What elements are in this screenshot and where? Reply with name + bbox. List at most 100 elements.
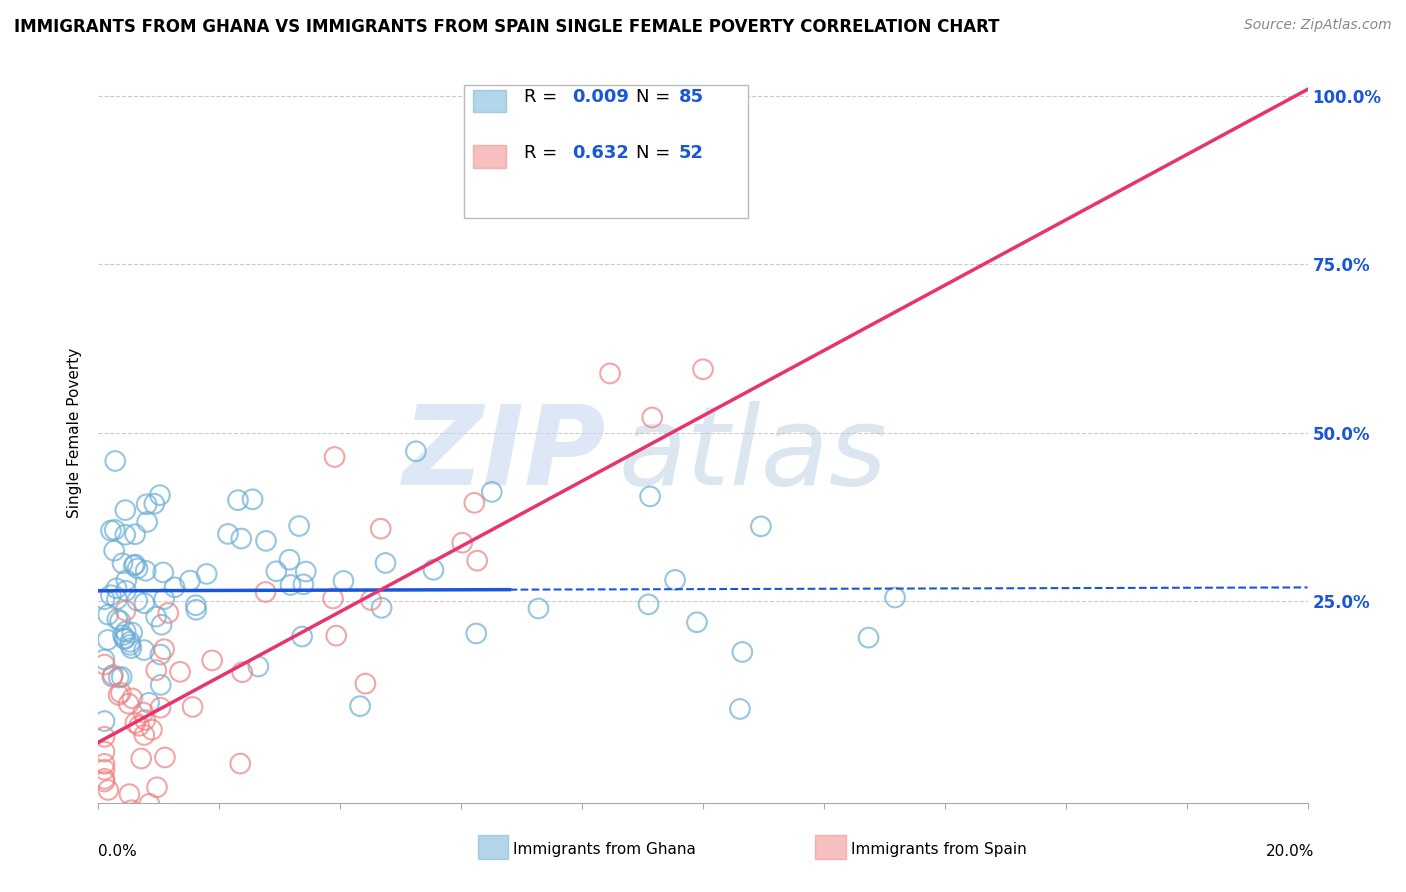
Point [187, 830, 209, 844]
Point [749, 519, 772, 533]
Point [692, 362, 714, 376]
Point [111, 816, 134, 830]
Text: Immigrants from Spain: Immigrants from Spain [851, 842, 1026, 857]
Point [107, 688, 129, 702]
Point [121, 803, 143, 817]
Point [370, 600, 392, 615]
Point [101, 670, 124, 684]
Point [136, 515, 159, 529]
Point [134, 596, 156, 610]
Text: 0.632: 0.632 [572, 144, 630, 161]
Point [527, 601, 550, 615]
Point [114, 527, 136, 541]
Point [122, 558, 145, 573]
Text: 0.0%: 0.0% [98, 845, 138, 859]
Point [451, 535, 474, 549]
Text: atlas: atlas [619, 401, 887, 508]
Point [111, 670, 134, 684]
Point [295, 565, 318, 579]
Point [169, 665, 191, 679]
Point [163, 580, 186, 594]
Point [463, 496, 485, 510]
Point [641, 410, 664, 425]
Point [254, 533, 277, 548]
Point [291, 630, 314, 644]
Point [129, 751, 152, 765]
Point [104, 523, 127, 537]
Point [247, 659, 270, 673]
Text: R =: R = [524, 144, 562, 161]
Text: Immigrants from Ghana: Immigrants from Ghana [513, 842, 696, 857]
Point [638, 489, 661, 503]
Point [135, 564, 157, 578]
Point [124, 715, 146, 730]
Point [370, 522, 392, 536]
Text: ZIP: ZIP [402, 401, 606, 508]
Point [105, 592, 128, 607]
Point [349, 699, 371, 714]
Point [112, 632, 135, 646]
Y-axis label: Single Female Poverty: Single Female Poverty [67, 348, 83, 517]
Point [332, 574, 354, 588]
Point [145, 609, 167, 624]
Point [118, 697, 141, 711]
Point [118, 814, 141, 828]
Point [264, 564, 287, 578]
Point [135, 497, 157, 511]
Point [292, 577, 315, 591]
Point [134, 728, 156, 742]
Point [153, 592, 176, 607]
Point [114, 503, 136, 517]
Point [93, 714, 115, 728]
Point [118, 787, 141, 801]
Point [481, 484, 503, 499]
Point [280, 578, 302, 592]
Point [108, 614, 131, 628]
Point [884, 591, 907, 605]
Point [110, 686, 132, 700]
FancyBboxPatch shape [474, 145, 506, 168]
Point [146, 780, 169, 795]
Point [97, 632, 120, 647]
Point [100, 588, 122, 602]
Point [114, 604, 136, 618]
Point [93, 772, 115, 786]
Point [114, 624, 136, 639]
Point [145, 663, 167, 677]
Point [124, 833, 146, 847]
Point [157, 606, 180, 620]
Point [179, 574, 201, 588]
Point [124, 558, 146, 572]
Text: N =: N = [637, 144, 676, 161]
Point [120, 635, 142, 649]
Point [124, 527, 146, 541]
Point [254, 585, 277, 599]
Point [186, 603, 208, 617]
Point [231, 532, 253, 546]
Point [322, 591, 344, 606]
Point [149, 700, 172, 714]
Point [97, 783, 120, 797]
Point [242, 492, 264, 507]
Text: 0.009: 0.009 [572, 88, 630, 106]
Point [686, 615, 709, 630]
Point [141, 723, 163, 737]
Point [728, 702, 751, 716]
Point [134, 713, 156, 727]
Point [143, 497, 166, 511]
Point [153, 642, 176, 657]
Point [405, 444, 427, 458]
Text: N =: N = [637, 88, 676, 106]
Point [105, 612, 128, 626]
Point [93, 592, 115, 607]
Point [107, 671, 129, 685]
Point [150, 617, 173, 632]
Point [127, 593, 149, 607]
Point [231, 665, 253, 680]
Point [664, 573, 686, 587]
Point [128, 719, 150, 733]
Point [105, 582, 128, 596]
Point [229, 756, 252, 771]
Point [201, 653, 224, 667]
Point [354, 676, 377, 690]
